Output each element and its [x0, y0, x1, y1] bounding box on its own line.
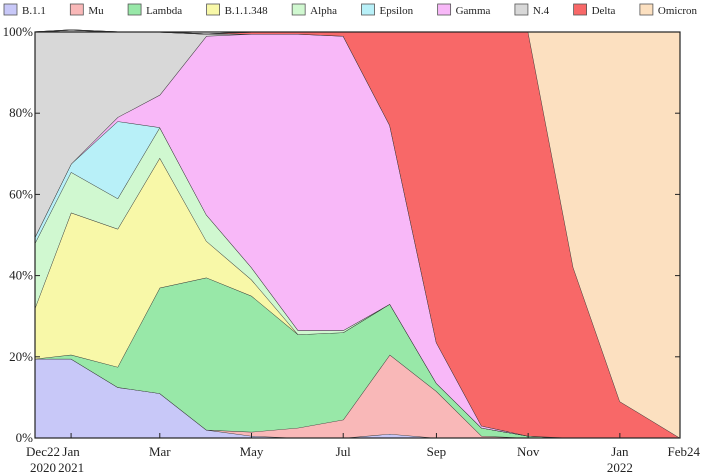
x-tick-label: Jan: [611, 444, 629, 459]
area-gamma: [35, 34, 680, 438]
legend-label-alpha: Alpha: [310, 5, 337, 17]
area-n-4: [35, 29, 680, 438]
y-tick-label: 20%: [9, 349, 33, 364]
area-lambda: [35, 277, 680, 438]
y-tick-label: 60%: [9, 186, 33, 201]
legend-swatch-mu: [69, 3, 84, 16]
x-tick-label: Feb24: [668, 444, 701, 459]
plot-frame: [34, 31, 681, 439]
legend: B.1.1 Mu Lambda B.1.1.348 Alpha Epsilon Gamma N…: [3, 3, 698, 17]
y-tick-label: 100%: [3, 24, 34, 39]
legend-swatch-delta: [573, 3, 587, 16]
area-alpha: [35, 127, 680, 438]
area-b-1-1: [35, 358, 680, 438]
x-tick-label: Mar: [149, 444, 171, 459]
legend-swatch-b-1-1: [3, 3, 18, 16]
y-tick-label: 80%: [9, 105, 33, 120]
plot-areas: [34, 29, 681, 439]
x-tick-label-year: 2021: [58, 460, 84, 475]
legend-label-b-1-1-348: B.1.1.348: [225, 5, 269, 17]
legend-swatch-alpha: [291, 3, 306, 16]
plot-border: [34, 31, 681, 439]
area-omicron: [35, 29, 680, 438]
y-axis: 0% 20% 40% 60% 80% 100%: [3, 24, 680, 445]
legend-label-epsilon: Epsilon: [380, 5, 414, 17]
x-tick-label: Dec22: [26, 444, 60, 459]
legend-swatch-gamma: [437, 3, 452, 16]
area-b-1-1-348: [35, 157, 680, 439]
y-tick-label: 40%: [9, 268, 33, 283]
area-epsilon: [35, 121, 680, 438]
legend-label-b-1-1: B.1.1: [22, 5, 46, 17]
x-tick-label: Jul: [336, 444, 352, 459]
area-delta: [35, 29, 680, 438]
legend-swatch-lambda: [127, 3, 142, 16]
legend-swatch-epsilon: [361, 3, 375, 16]
legend-label-omicron: Omicron: [658, 5, 698, 17]
x-tick-label-year: 2022: [607, 460, 633, 475]
x-tick-label: Sep: [427, 444, 447, 459]
x-tick-label: Nov: [517, 444, 540, 459]
legend-swatch-omicron: [639, 3, 654, 16]
legend-label-n-4: N.4: [533, 5, 550, 17]
legend-swatch-n-4: [514, 3, 529, 16]
legend-swatch-b-1-1-348: [206, 3, 220, 16]
x-tick-label-year: 2020: [30, 460, 56, 475]
y-tick-label: 0%: [16, 430, 34, 445]
legend-label-lambda: Lambda: [146, 5, 182, 17]
legend-label-mu: Mu: [88, 5, 104, 17]
legend-label-delta: Delta: [592, 5, 616, 17]
x-tick-label: May: [240, 444, 264, 459]
x-tick-label: Jan: [62, 444, 80, 459]
area-mu: [35, 354, 680, 438]
legend-label-gamma: Gamma: [456, 5, 491, 17]
